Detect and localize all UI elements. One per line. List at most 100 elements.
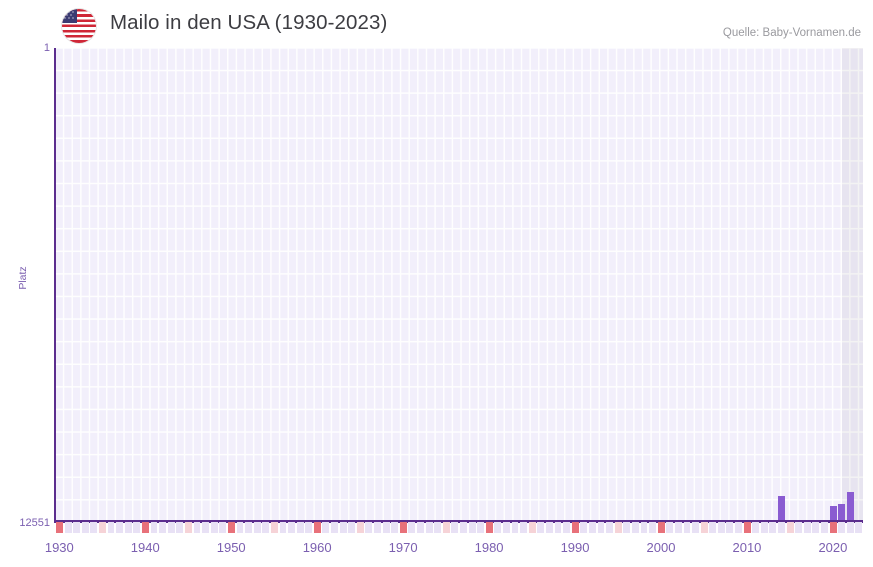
forecast-shading	[841, 48, 863, 522]
x-tick-1950	[227, 521, 235, 533]
x-tick-1980	[485, 521, 493, 533]
x-tick-2002	[674, 521, 682, 533]
x-tick-1972	[417, 521, 424, 533]
x-tick-1949	[219, 521, 227, 533]
x-tick-2012	[760, 521, 768, 533]
x-tick-label-2010: 2010	[732, 540, 762, 555]
x-tick-2022	[846, 521, 854, 533]
x-tick-2004	[692, 521, 699, 533]
x-tick-2015	[786, 521, 794, 533]
x-tick-1998	[640, 521, 648, 533]
x-tick-1979	[477, 521, 485, 533]
x-tick-1967	[374, 521, 381, 533]
x-tick-label-2000: 2000	[646, 540, 676, 555]
x-tick-1976	[451, 521, 459, 533]
x-tick-2014	[778, 521, 785, 533]
y-axis-label: Platz	[17, 266, 29, 290]
x-tick-1989	[563, 521, 571, 533]
x-tick-1982	[503, 521, 510, 533]
x-tick-1981	[494, 521, 502, 533]
x-tick-1999	[649, 521, 656, 533]
bar-2020	[829, 506, 837, 522]
y-axis-line	[54, 48, 56, 523]
us-flag-icon	[62, 9, 96, 43]
x-tick-1969	[391, 521, 399, 533]
x-tick-1993	[597, 521, 605, 533]
x-tick-2016	[795, 521, 803, 533]
x-tick-2011	[752, 521, 760, 533]
x-tick-2000	[657, 521, 665, 533]
x-tick-1954	[262, 521, 270, 533]
page-title: Mailo in den USA (1930-2023)	[110, 11, 388, 34]
x-tick-2003	[683, 521, 691, 533]
x-tick-1942	[159, 521, 167, 533]
x-tick-1991	[580, 521, 588, 533]
x-tick-1938	[124, 521, 132, 533]
x-tick-1978	[468, 521, 476, 533]
source-attribution: Quelle: Baby-Vornamen.de	[722, 27, 861, 39]
x-tick-1958	[296, 521, 304, 533]
x-tick-1996	[623, 521, 631, 533]
x-tick-1947	[202, 521, 210, 533]
x-axis-line	[54, 520, 863, 523]
x-tick-2007	[717, 521, 725, 533]
x-tick-1940	[141, 521, 149, 533]
flag-canton	[62, 9, 77, 23]
x-tick-label-1980: 1980	[474, 540, 504, 555]
x-tick-label-2020: 2020	[818, 540, 848, 555]
x-tick-1951	[236, 521, 244, 533]
x-tick-1974	[434, 521, 442, 533]
x-tick-1970	[399, 521, 407, 533]
x-tick-2009	[735, 521, 742, 533]
y-axis-bottom-tick: 12551	[19, 517, 50, 529]
x-tick-label-1960: 1960	[302, 540, 332, 555]
x-tick-2017	[803, 521, 811, 533]
x-tick-1994	[606, 521, 614, 533]
x-tick-2018	[812, 521, 820, 533]
x-tick-1955	[270, 521, 278, 533]
x-tick-1956	[279, 521, 287, 533]
plot-area	[55, 48, 863, 522]
x-tick-1937	[116, 521, 124, 533]
chart-header: Mailo in den USA (1930-2023) Quelle: Bab…	[0, 0, 873, 48]
x-tick-1960	[313, 521, 321, 533]
bar-2014	[778, 495, 785, 522]
x-tick-1968	[382, 521, 390, 533]
x-tick-2001	[666, 521, 674, 533]
x-tick-1987	[545, 521, 553, 533]
y-axis-top-tick: 1	[43, 42, 50, 54]
x-tick-1997	[631, 521, 639, 533]
bar-2022	[846, 491, 854, 522]
x-tick-1939	[133, 521, 141, 533]
x-tick-1964	[348, 521, 356, 533]
x-tick-2013	[769, 521, 777, 533]
x-tick-label-1940: 1940	[130, 540, 160, 555]
x-tick-1992	[588, 521, 596, 533]
x-tick-1930	[56, 521, 63, 533]
x-tick-1948	[210, 521, 218, 533]
x-tick-label-1970: 1970	[388, 540, 418, 555]
x-tick-1962	[331, 521, 338, 533]
x-tick-2021	[838, 521, 846, 533]
x-tick-1975	[442, 521, 450, 533]
x-tick-1977	[460, 521, 467, 533]
x-tick-1933	[81, 521, 89, 533]
x-tick-1935	[99, 521, 106, 533]
bar-2021	[838, 504, 846, 522]
x-tick-1959	[305, 521, 313, 533]
x-tick-1983	[511, 521, 519, 533]
plot-gridlines	[55, 48, 863, 522]
x-tick-1990	[571, 521, 579, 533]
x-tick-label-1950: 1950	[216, 540, 246, 555]
x-tick-2019	[821, 521, 828, 533]
x-tick-1943	[167, 521, 175, 533]
x-tick-1957	[288, 521, 295, 533]
x-tick-1932	[73, 521, 81, 533]
x-tick-1973	[425, 521, 433, 533]
x-tick-1966	[365, 521, 373, 533]
x-tick-1988	[554, 521, 562, 533]
x-tick-1945	[184, 521, 192, 533]
x-tick-1984	[520, 521, 528, 533]
x-tick-1963	[339, 521, 347, 533]
